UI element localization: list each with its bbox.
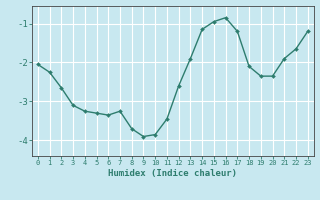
X-axis label: Humidex (Indice chaleur): Humidex (Indice chaleur) — [108, 169, 237, 178]
